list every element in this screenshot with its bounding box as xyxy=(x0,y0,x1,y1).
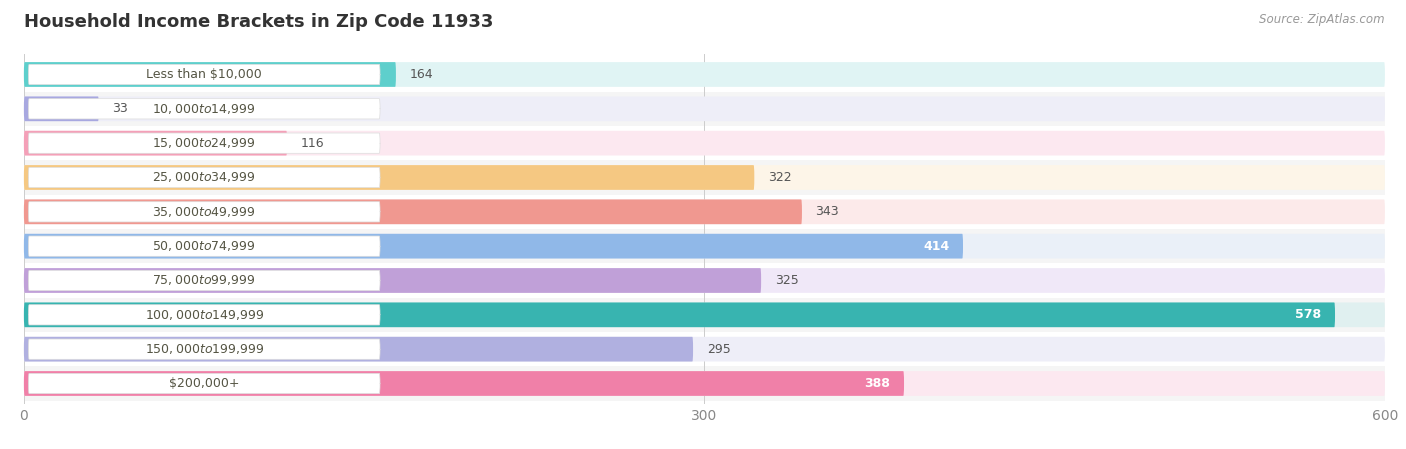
FancyBboxPatch shape xyxy=(24,131,1385,155)
FancyBboxPatch shape xyxy=(24,234,963,259)
Bar xyxy=(24,366,1385,401)
Text: 325: 325 xyxy=(775,274,799,287)
FancyBboxPatch shape xyxy=(28,305,380,325)
Text: 414: 414 xyxy=(924,240,949,253)
FancyBboxPatch shape xyxy=(28,64,380,84)
Text: $150,000 to $199,999: $150,000 to $199,999 xyxy=(145,342,264,356)
FancyBboxPatch shape xyxy=(28,236,380,256)
FancyBboxPatch shape xyxy=(24,337,693,361)
FancyBboxPatch shape xyxy=(24,234,1385,259)
Bar xyxy=(24,92,1385,126)
FancyBboxPatch shape xyxy=(24,199,801,224)
FancyBboxPatch shape xyxy=(24,337,1385,361)
FancyBboxPatch shape xyxy=(28,339,380,359)
Text: 343: 343 xyxy=(815,205,839,218)
Bar xyxy=(24,332,1385,366)
FancyBboxPatch shape xyxy=(28,270,380,291)
Text: $35,000 to $49,999: $35,000 to $49,999 xyxy=(152,205,256,219)
Text: $15,000 to $24,999: $15,000 to $24,999 xyxy=(152,136,256,150)
FancyBboxPatch shape xyxy=(24,62,1385,87)
Text: 578: 578 xyxy=(1295,308,1322,321)
Text: $100,000 to $149,999: $100,000 to $149,999 xyxy=(145,308,264,322)
FancyBboxPatch shape xyxy=(24,371,904,396)
Text: $200,000+: $200,000+ xyxy=(169,377,239,390)
Text: Source: ZipAtlas.com: Source: ZipAtlas.com xyxy=(1260,13,1385,26)
Bar xyxy=(24,160,1385,195)
FancyBboxPatch shape xyxy=(24,131,287,155)
Bar xyxy=(24,57,1385,92)
Bar xyxy=(24,229,1385,263)
FancyBboxPatch shape xyxy=(28,167,380,188)
FancyBboxPatch shape xyxy=(24,97,1385,121)
FancyBboxPatch shape xyxy=(24,199,1385,224)
FancyBboxPatch shape xyxy=(24,303,1336,327)
Text: $10,000 to $14,999: $10,000 to $14,999 xyxy=(152,102,256,116)
Bar xyxy=(24,126,1385,160)
Bar xyxy=(24,195,1385,229)
Text: Less than $10,000: Less than $10,000 xyxy=(146,68,262,81)
Text: 164: 164 xyxy=(409,68,433,81)
FancyBboxPatch shape xyxy=(24,165,1385,190)
Text: 116: 116 xyxy=(301,136,325,150)
Text: 33: 33 xyxy=(112,102,128,115)
FancyBboxPatch shape xyxy=(24,303,1385,327)
FancyBboxPatch shape xyxy=(28,99,380,119)
FancyBboxPatch shape xyxy=(24,97,98,121)
Bar xyxy=(24,263,1385,298)
FancyBboxPatch shape xyxy=(24,268,1385,293)
Text: Household Income Brackets in Zip Code 11933: Household Income Brackets in Zip Code 11… xyxy=(24,13,494,31)
Text: 388: 388 xyxy=(865,377,890,390)
FancyBboxPatch shape xyxy=(28,202,380,222)
FancyBboxPatch shape xyxy=(28,133,380,153)
Text: $50,000 to $74,999: $50,000 to $74,999 xyxy=(152,239,256,253)
Text: 322: 322 xyxy=(768,171,792,184)
Text: $75,000 to $99,999: $75,000 to $99,999 xyxy=(152,273,256,287)
FancyBboxPatch shape xyxy=(24,371,1385,396)
FancyBboxPatch shape xyxy=(24,268,761,293)
FancyBboxPatch shape xyxy=(24,165,754,190)
Bar xyxy=(24,298,1385,332)
FancyBboxPatch shape xyxy=(24,62,396,87)
Text: 295: 295 xyxy=(707,343,731,356)
Text: $25,000 to $34,999: $25,000 to $34,999 xyxy=(152,171,256,185)
FancyBboxPatch shape xyxy=(28,374,380,394)
